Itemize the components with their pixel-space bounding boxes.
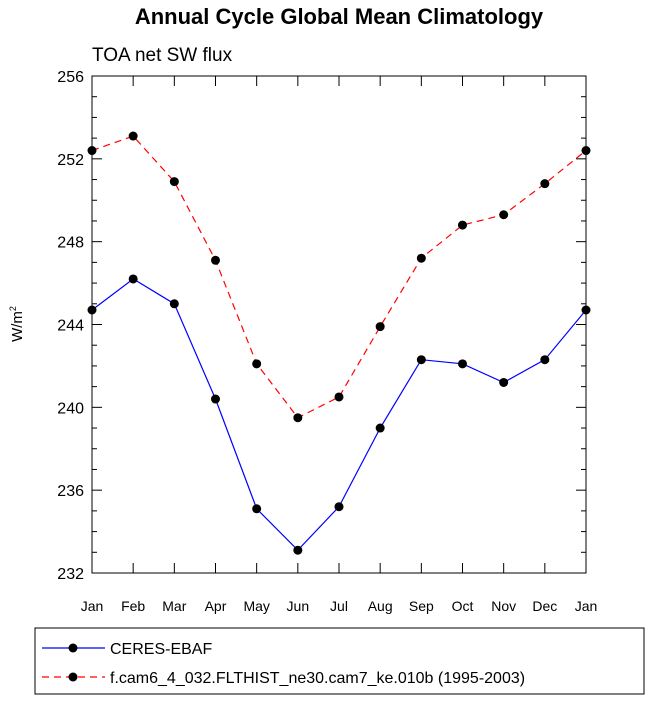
y-tick-label: 256 [57,69,84,86]
y-tick-label: 252 [57,152,84,169]
data-point-series-1 [334,502,344,512]
data-point-series-1 [293,545,303,555]
y-axis-label: W/m2 [8,306,26,342]
chart-subtitle: TOA net SW flux [92,45,233,66]
data-point-series-2 [499,210,509,220]
series-line-2 [91,135,587,419]
data-point-series-2 [334,392,344,402]
x-tick-label: Nov [491,598,516,614]
plot-frame [91,75,587,574]
legend-label-2: f.cam6_4_032.FLTHIST_ne30.cam7_ke.010b (… [110,670,525,687]
x-tick-label: Jun [287,598,310,614]
x-tick-label: Sep [409,598,434,614]
x-tick-label: Dec [532,598,557,614]
data-point-series-1 [540,355,550,365]
data-point-series-2 [87,146,97,156]
data-point-series-1 [128,274,138,284]
data-point-series-2 [252,359,262,369]
data-point-series-1 [581,305,591,315]
y-tick-label: 248 [57,235,84,252]
legend-marker-2 [68,672,78,682]
data-point-series-1 [416,355,426,365]
data-point-series-2 [540,179,550,189]
x-tick-label: Feb [121,598,145,614]
y-tick-label: 240 [57,400,84,417]
data-point-series-2 [581,146,591,156]
x-tick-label: Aug [368,598,393,614]
data-point-series-1 [375,423,385,433]
y-tick-label: 236 [57,483,84,500]
x-tick-label: Jul [330,598,348,614]
x-tick-label: Mar [162,598,186,614]
data-point-series-1 [458,359,467,369]
legend: CERES-EBAF f.cam6_4_032.FLTHIST_ne30.cam7… [34,627,645,695]
legend-label-1: CERES-EBAF [110,641,212,658]
x-tick-label: Oct [452,598,474,614]
data-point-series-1 [87,305,97,315]
x-axis: Jan Feb Mar Apr May Jun Jul Aug Sep Oct Nov Dec Jan [81,76,598,614]
data-point-series-2 [293,413,303,423]
series-layer [87,131,591,555]
legend-box [34,627,645,695]
y-axis-label-text: W/m [9,311,26,342]
x-tick-label: Jan [575,598,598,614]
data-point-series-2 [416,253,426,263]
x-tick-label: Jan [81,598,104,614]
y-tick-label: 232 [57,566,84,583]
x-tick-label: May [243,598,269,614]
y-axis: 232 236 240 244 248 252 256 [57,69,586,583]
data-point-series-2 [128,131,138,141]
data-point-series-1 [211,394,220,404]
data-point-series-1 [252,504,262,514]
data-point-series-2 [458,220,467,230]
y-tick-label: 244 [57,318,84,335]
data-point-series-2 [211,255,220,265]
data-point-series-2 [375,322,385,332]
y-axis-label-superscript: 2 [8,306,18,311]
data-point-series-1 [169,299,179,309]
chart-title: Annual Cycle Global Mean Climatology [135,4,544,29]
data-point-series-1 [499,377,509,387]
data-point-series-2 [169,177,179,187]
x-tick-label: Apr [205,598,227,614]
legend-marker-1 [68,643,78,653]
